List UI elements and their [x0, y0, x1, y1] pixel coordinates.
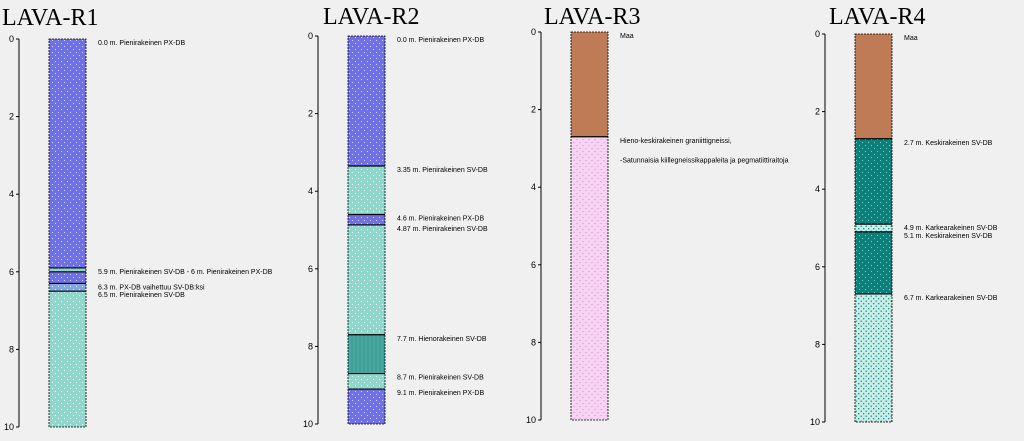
depth-tick-label: 6 — [815, 262, 820, 272]
depth-tick-label: 8 — [9, 344, 14, 354]
depth-tick-label: 10 — [303, 419, 313, 429]
layer-PX-DB — [49, 271, 86, 284]
layer-annotation: 0.0 m. Pienirakeinen PX-DB — [98, 40, 185, 47]
layer-annotation: Maa — [904, 35, 918, 42]
layer-SV-DB-keski — [855, 231, 892, 294]
layer-annotation: 7.7 m. Hienorakeinen SV-DB — [397, 336, 487, 343]
layer-SV-DB-karkea — [855, 293, 892, 422]
depth-tick-label: 2 — [308, 109, 313, 119]
layer-SV-DB — [348, 373, 385, 390]
layer-annotation: Maa — [620, 33, 634, 40]
chart-title: LAVA-R4 — [829, 4, 925, 30]
depth-tick-label: 4 — [815, 184, 820, 194]
strip-log-2: LAVA-R2 0 2 4 6 8 10 0.0 m. Pienirakeinen PX-DB… — [303, 4, 488, 429]
depth-tick-label: 10 — [810, 417, 820, 427]
layer-annotation: 2.7 m. Keskirakeinen SV-DB — [904, 140, 993, 147]
layer-SV-DB-keski — [855, 138, 892, 225]
layer-SV-DB-hieno — [348, 334, 385, 374]
layer-annotation: 5.1 m. Keskirakeinen SV-DB — [904, 233, 993, 240]
depth-tick-label: 0 — [9, 34, 14, 44]
layer-SV-DB-karkea — [855, 224, 892, 232]
layer-annotation: 6.3 m. PX-DB vaihettuu SV-DB:ksi — [98, 284, 205, 291]
strip-log-4: LAVA-R4 0 2 4 6 8 10 Maa 2.7 m. Keskirakeinen SV… — [810, 4, 998, 427]
depth-tick-label: 6 — [531, 260, 536, 270]
layer-annotation: 8.7 m. Pienirakeinen SV-DB — [397, 375, 484, 382]
depth-tick-label: 0 — [308, 31, 313, 41]
layer-annotation: 5.9 m. Pienirakeinen SV-DB - 6 m. Pienir… — [98, 269, 273, 276]
layer-annotation: 6.5 m. Pienirakeinen SV-DB — [98, 292, 185, 299]
depth-tick-label: 2 — [531, 105, 536, 115]
layer-PX-DB — [348, 36, 385, 166]
column-outline — [854, 33, 893, 423]
layer-SV-DB — [348, 224, 385, 335]
layer-annotation: -Satunnaisia kiillegneissikappaleita ja … — [620, 157, 789, 164]
layer-annotation: 0.0 m. Pienirakeinen PX-DB — [397, 37, 484, 44]
column-outline — [570, 31, 609, 421]
depth-tick-label: 6 — [308, 264, 313, 274]
layer-gneissi — [571, 136, 608, 420]
layer-Maa — [571, 32, 608, 137]
layer-PX-DB — [348, 389, 385, 424]
strip-log-3: LAVA-R3 0 2 4 6 8 10 Maa Hieno-keskirakeinen gra… — [526, 4, 789, 425]
layer-annotation: 3.35 m. Pienirakeinen SV-DB — [397, 167, 488, 174]
depth-tick-label: 10 — [4, 422, 14, 432]
layer-Maa — [855, 34, 892, 139]
depth-tick-label: 4 — [308, 186, 313, 196]
depth-tick-label: 8 — [815, 339, 820, 349]
depth-tick-label: 0 — [531, 27, 536, 37]
layer-PX-DB — [49, 39, 86, 268]
layer-SV-DB — [49, 291, 86, 427]
column-outline — [347, 35, 386, 425]
layer-annotation: 4.9 m. Karkearakeinen SV-DB — [904, 225, 998, 232]
depth-tick-label: 6 — [9, 267, 14, 277]
layer-PX-DB-SV — [49, 283, 86, 292]
depth-tick-label: 10 — [526, 415, 536, 425]
depth-tick-label: 2 — [9, 112, 14, 122]
layer-SV-DB — [49, 267, 86, 272]
layer-annotation: 4.87 m. Pienirakeinen SV-DB — [397, 226, 488, 233]
layer-annotation: Hieno-keskirakeinen graniittigneissi, — [620, 138, 732, 145]
depth-tick-label: 2 — [815, 107, 820, 117]
chart-title: LAVA-R1 — [2, 5, 98, 31]
depth-tick-label: 4 — [9, 189, 14, 199]
depth-tick-label: 4 — [531, 182, 536, 192]
layer-annotation: 6.7 m. Karkearakeinen SV-DB — [904, 295, 998, 302]
layer-SV-DB — [348, 165, 385, 215]
column-outline — [48, 38, 87, 428]
depth-tick-label: 0 — [815, 29, 820, 39]
depth-tick-label: 8 — [308, 341, 313, 351]
strip-log-1: LAVA-R1 0 2 4 6 8 10 0.0 m. Pienirakeinen PX-DB… — [2, 5, 273, 432]
chart-title: LAVA-R2 — [323, 4, 419, 30]
layer-annotation: 9.1 m. Pienirakeinen PX-DB — [397, 390, 484, 397]
layer-PX-DB — [348, 214, 385, 225]
layer-annotation: 4.6 m. Pienirakeinen PX-DB — [397, 215, 484, 222]
chart-title: LAVA-R3 — [544, 4, 640, 30]
depth-tick-label: 8 — [531, 337, 536, 347]
